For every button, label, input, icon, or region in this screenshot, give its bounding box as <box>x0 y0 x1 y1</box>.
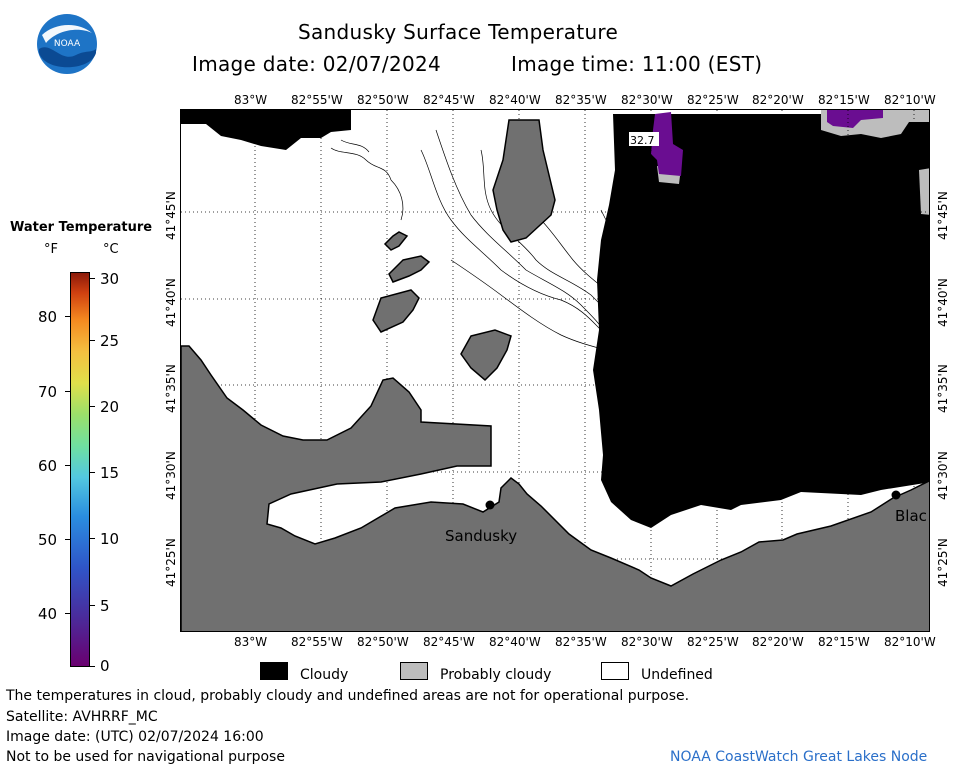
lat-label: 41°40'N <box>936 278 950 327</box>
colorbar-unit-f: °F <box>44 242 58 257</box>
island <box>492 119 556 243</box>
utc-date-text: Image date: (UTC) 02/07/2024 16:00 <box>6 729 264 745</box>
legend-swatch-undefined <box>601 662 629 680</box>
lat-label: 41°40'N <box>164 278 178 327</box>
cloudy-region-main <box>593 114 929 528</box>
legend-swatch-probably-cloudy <box>400 662 428 680</box>
lon-label: 82°35'W <box>555 635 607 649</box>
lat-label: 41°35'N <box>164 364 178 413</box>
lat-label: 41°25'N <box>164 538 178 587</box>
probably-cloudy-patch <box>919 168 929 215</box>
lon-label: 82°40'W <box>489 93 541 107</box>
c-tick: 5 <box>100 597 110 615</box>
bathymetry-contours <box>330 129 622 351</box>
lat-label: 41°35'N <box>936 364 950 413</box>
lon-label: 82°30'W <box>621 635 673 649</box>
lon-label: 82°50'W <box>357 635 409 649</box>
colorbar-title: Water Temperature <box>10 220 153 235</box>
coastwatch-credit-link[interactable]: NOAA CoastWatch Great Lakes Node <box>670 749 928 765</box>
map-frame[interactable]: Sandusky Blac 32.7 <box>180 109 930 632</box>
image-date: Image date: 02/07/2024 <box>192 52 442 76</box>
island <box>383 231 409 251</box>
sandusky-dot <box>485 500 495 510</box>
satellite-text: Satellite: AVHRRF_MC <box>6 709 158 725</box>
lon-label: 82°45'W <box>423 93 475 107</box>
lon-label: 82°55'W <box>291 93 343 107</box>
warm-water-pixels <box>651 112 683 176</box>
colorbar-unit-c: °C <box>103 242 119 257</box>
c-tick: 10 <box>100 530 120 548</box>
lon-label: 82°25'W <box>687 93 739 107</box>
c-tick: 0 <box>100 657 110 675</box>
noaa-logo: NOAA <box>37 14 97 74</box>
f-tick: 80 <box>38 308 58 326</box>
lon-label: 82°30'W <box>621 93 673 107</box>
island <box>460 329 512 382</box>
c-tick: 20 <box>100 398 120 416</box>
f-tick: 50 <box>38 531 58 549</box>
lat-label: 41°30'N <box>164 451 178 500</box>
f-tick: 40 <box>38 605 58 623</box>
temperature-label: 32.7 <box>630 134 655 147</box>
lon-label: 82°25'W <box>687 635 739 649</box>
land-mainland <box>181 345 929 631</box>
lon-label: 82°45'W <box>423 635 475 649</box>
c-tick: 30 <box>100 270 120 288</box>
lat-label: 41°45'N <box>936 191 950 240</box>
city-label-sandusky: Sandusky <box>445 527 517 545</box>
disclaimer-text: The temperatures in cloud, probably clou… <box>6 688 690 704</box>
island <box>388 255 431 283</box>
lon-label: 83°W <box>234 635 268 649</box>
legend-swatch-cloudy <box>260 662 288 680</box>
city-label-blac: Blac <box>895 507 927 525</box>
temperature-colorbar <box>70 272 90 667</box>
map-canvas: Sandusky Blac 32.7 <box>181 110 929 631</box>
lat-label: 41°30'N <box>936 451 950 500</box>
lon-label: 82°40'W <box>489 635 541 649</box>
image-time: Image time: 11:00 (EST) <box>511 52 763 76</box>
lon-label: 82°20'W <box>752 635 804 649</box>
lon-label: 82°10'W <box>884 93 936 107</box>
legend-label-undefined: Undefined <box>641 667 713 683</box>
c-tick: 25 <box>100 332 120 350</box>
lon-label: 82°55'W <box>291 635 343 649</box>
blac-dot <box>891 490 901 500</box>
f-tick: 60 <box>38 457 58 475</box>
page-title: Sandusky Surface Temperature <box>298 20 619 44</box>
lon-label: 83°W <box>234 93 268 107</box>
noaa-logo-text: NOAA <box>54 39 81 49</box>
lon-label: 82°20'W <box>752 93 804 107</box>
lon-label: 82°35'W <box>555 93 607 107</box>
lat-label: 41°45'N <box>164 191 178 240</box>
lon-label: 82°10'W <box>884 635 936 649</box>
lon-label: 82°50'W <box>357 93 409 107</box>
lon-label: 82°15'W <box>818 635 870 649</box>
island <box>372 289 420 333</box>
navigational-warning: Not to be used for navigational purpose <box>6 749 285 765</box>
cloudy-region-top <box>181 110 351 150</box>
lat-label: 41°25'N <box>936 538 950 587</box>
f-tick: 70 <box>38 383 58 401</box>
warm-water-pixels <box>827 110 883 128</box>
c-tick: 15 <box>100 464 120 482</box>
legend-label-cloudy: Cloudy <box>300 667 349 683</box>
legend-label-probably-cloudy: Probably cloudy <box>440 667 552 683</box>
lon-label: 82°15'W <box>818 93 870 107</box>
